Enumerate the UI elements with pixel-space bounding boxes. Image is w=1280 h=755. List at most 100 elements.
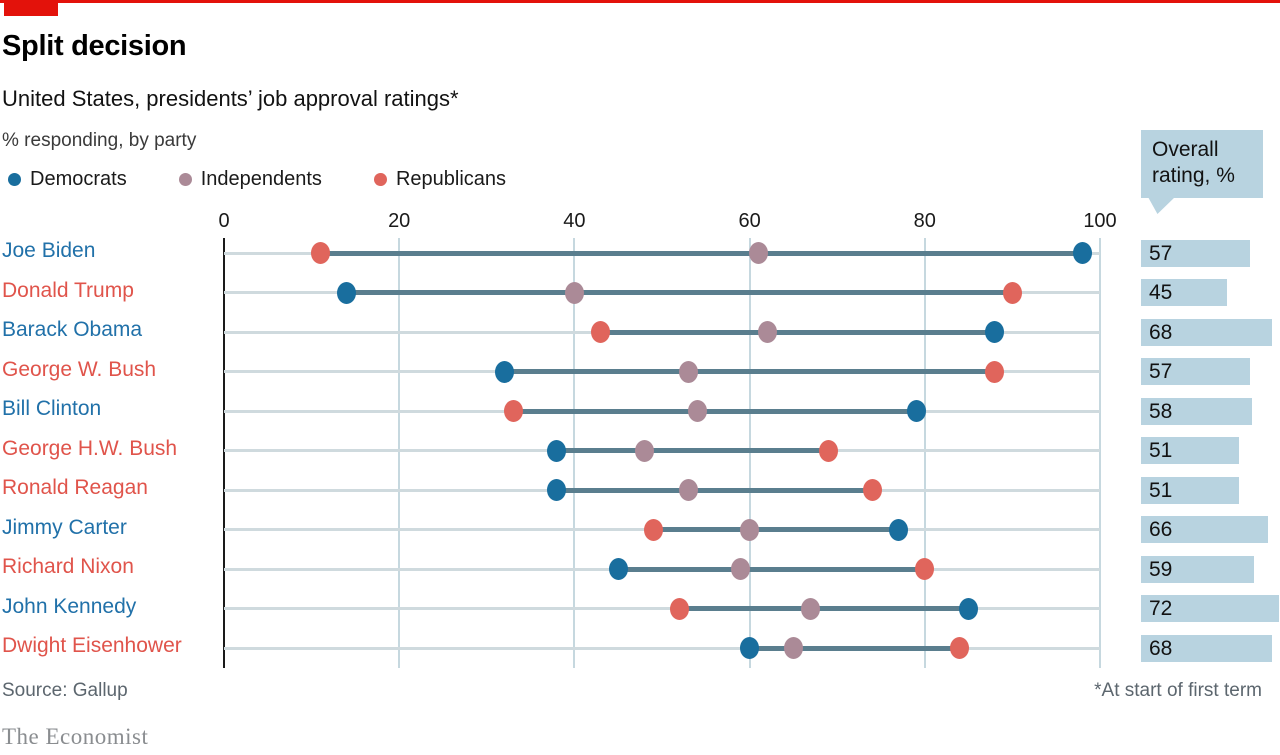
overall-rating-bar: [1141, 634, 1272, 662]
independents-dot: [678, 479, 698, 501]
independents-dot: [687, 400, 707, 422]
democrats-dot: [547, 479, 567, 501]
republicans-dot: [818, 439, 838, 462]
x-gridline: [573, 238, 576, 668]
source-note: Source: Gallup: [2, 680, 128, 701]
independents-dot: [757, 321, 777, 343]
overall-rating-value: 51: [1149, 478, 1173, 502]
democrats-dot: [547, 439, 567, 462]
dumbbell-connector: [653, 527, 899, 532]
independents-dot: [731, 558, 751, 580]
x-tick-label: 40: [563, 210, 586, 232]
democrats-dot: [889, 518, 909, 541]
overall-rating-bar: [1141, 437, 1239, 464]
dumbbell-connector: [556, 487, 873, 493]
president-name: Jimmy Carter: [2, 515, 127, 539]
legend-item-independents: Independents: [178, 168, 322, 191]
chart-subtitle: United States, presidents’ job approval …: [2, 86, 459, 111]
democrats-dot: [1072, 242, 1092, 264]
republicans-dot-icon: [373, 173, 387, 186]
independents-dot: [634, 439, 654, 462]
overall-rating-bar: [1141, 555, 1255, 583]
president-name: George W. Bush: [2, 357, 157, 381]
overall-rating-value: 57: [1149, 241, 1173, 265]
dumbbell-connector: [504, 369, 995, 374]
dumbbell-connector: [320, 250, 1083, 256]
republicans-dot: [950, 637, 970, 659]
overall-rating-value: 45: [1149, 281, 1173, 304]
dumbbell-connector: [679, 606, 969, 611]
overall-rating-value: 58: [1149, 399, 1173, 423]
overall-rating-label-line2: rating, %: [1152, 164, 1235, 187]
overall-rating-value: 68: [1149, 636, 1173, 660]
overall-rating-value: 59: [1149, 557, 1173, 581]
overall-rating-bar: [1141, 397, 1253, 425]
democrats-dot-icon: [8, 173, 21, 186]
democrats-dot: [985, 321, 1005, 343]
x-gridline: [923, 238, 926, 668]
y-axis-line: [223, 238, 225, 668]
overall-rating-value: 51: [1149, 439, 1173, 462]
legend-label: Independents: [200, 168, 322, 190]
dumbbell-connector: [600, 329, 995, 335]
president-name: Donald Trump: [2, 278, 134, 302]
dumbbell-connector: [346, 290, 1013, 295]
overall-rating-bar: [1141, 239, 1251, 267]
president-name: Bill Clinton: [2, 397, 102, 420]
independents-dot: [678, 360, 698, 383]
top-red-rule: [0, 0, 1280, 3]
legend-item-republicans: Republicans: [373, 168, 507, 191]
president-name: John Kennedy: [2, 594, 137, 618]
republicans-dot: [310, 242, 330, 264]
footnote: *At start of first term: [1094, 680, 1262, 701]
republicans-dot: [862, 479, 882, 501]
overall-rating-bar: [1141, 318, 1272, 346]
callout-tail: [1148, 197, 1175, 214]
overall-rating-label-line1: Overall: [1152, 138, 1219, 161]
x-tick-label: 20: [388, 210, 411, 232]
independents-dot: [740, 518, 760, 541]
president-name: Dwight Eisenhower: [2, 634, 182, 657]
dumbbell-connector: [749, 645, 960, 651]
overall-rating-value: 66: [1149, 518, 1173, 541]
president-name: Barack Obama: [2, 318, 143, 341]
democrats-dot: [337, 281, 357, 304]
dumbbell-connector: [513, 408, 917, 414]
president-name: George H.W. Bush: [2, 436, 178, 460]
independents-dot: [801, 597, 821, 620]
x-tick-label: 80: [913, 210, 936, 232]
overall-rating-bar: [1141, 358, 1251, 385]
economist-red-tab: [4, 0, 58, 16]
x-tick-label: 100: [1083, 210, 1117, 232]
unit-note: % responding, by party: [2, 130, 197, 151]
overall-rating-bar: [1141, 279, 1228, 306]
president-name: Ronald Reagan: [2, 476, 148, 499]
x-gridline: [1099, 238, 1101, 668]
page-title: Split decision: [2, 30, 187, 62]
legend-label: Republicans: [395, 168, 507, 190]
republicans-dot: [503, 400, 523, 422]
overall-rating-bar: [1141, 516, 1268, 543]
overall-rating-callout: Overall rating, %: [1141, 130, 1263, 198]
legend-item-democrats: Democrats: [8, 168, 127, 191]
republicans-dot: [915, 558, 935, 580]
republicans-dot: [643, 518, 663, 541]
dumbbell-connector: [556, 448, 829, 453]
dumbbell-connector: [618, 566, 925, 572]
republicans-dot: [985, 360, 1005, 383]
x-gridline: [748, 238, 751, 668]
republicans-dot: [670, 597, 690, 620]
democrats-dot: [494, 360, 514, 383]
row-baseline: [224, 646, 1100, 650]
economist-wordmark: The Economist: [2, 724, 149, 749]
republicans-dot: [591, 321, 611, 343]
overall-rating-bar: [1141, 476, 1239, 504]
independents-dot: [748, 242, 768, 264]
legend: Democrats Independents Republicans: [8, 168, 558, 191]
democrats-dot: [906, 400, 926, 422]
independents-dot: [564, 281, 584, 304]
x-tick-label: 0: [218, 210, 230, 232]
independents-dot: [783, 637, 803, 659]
overall-rating-bar: [1141, 595, 1280, 622]
